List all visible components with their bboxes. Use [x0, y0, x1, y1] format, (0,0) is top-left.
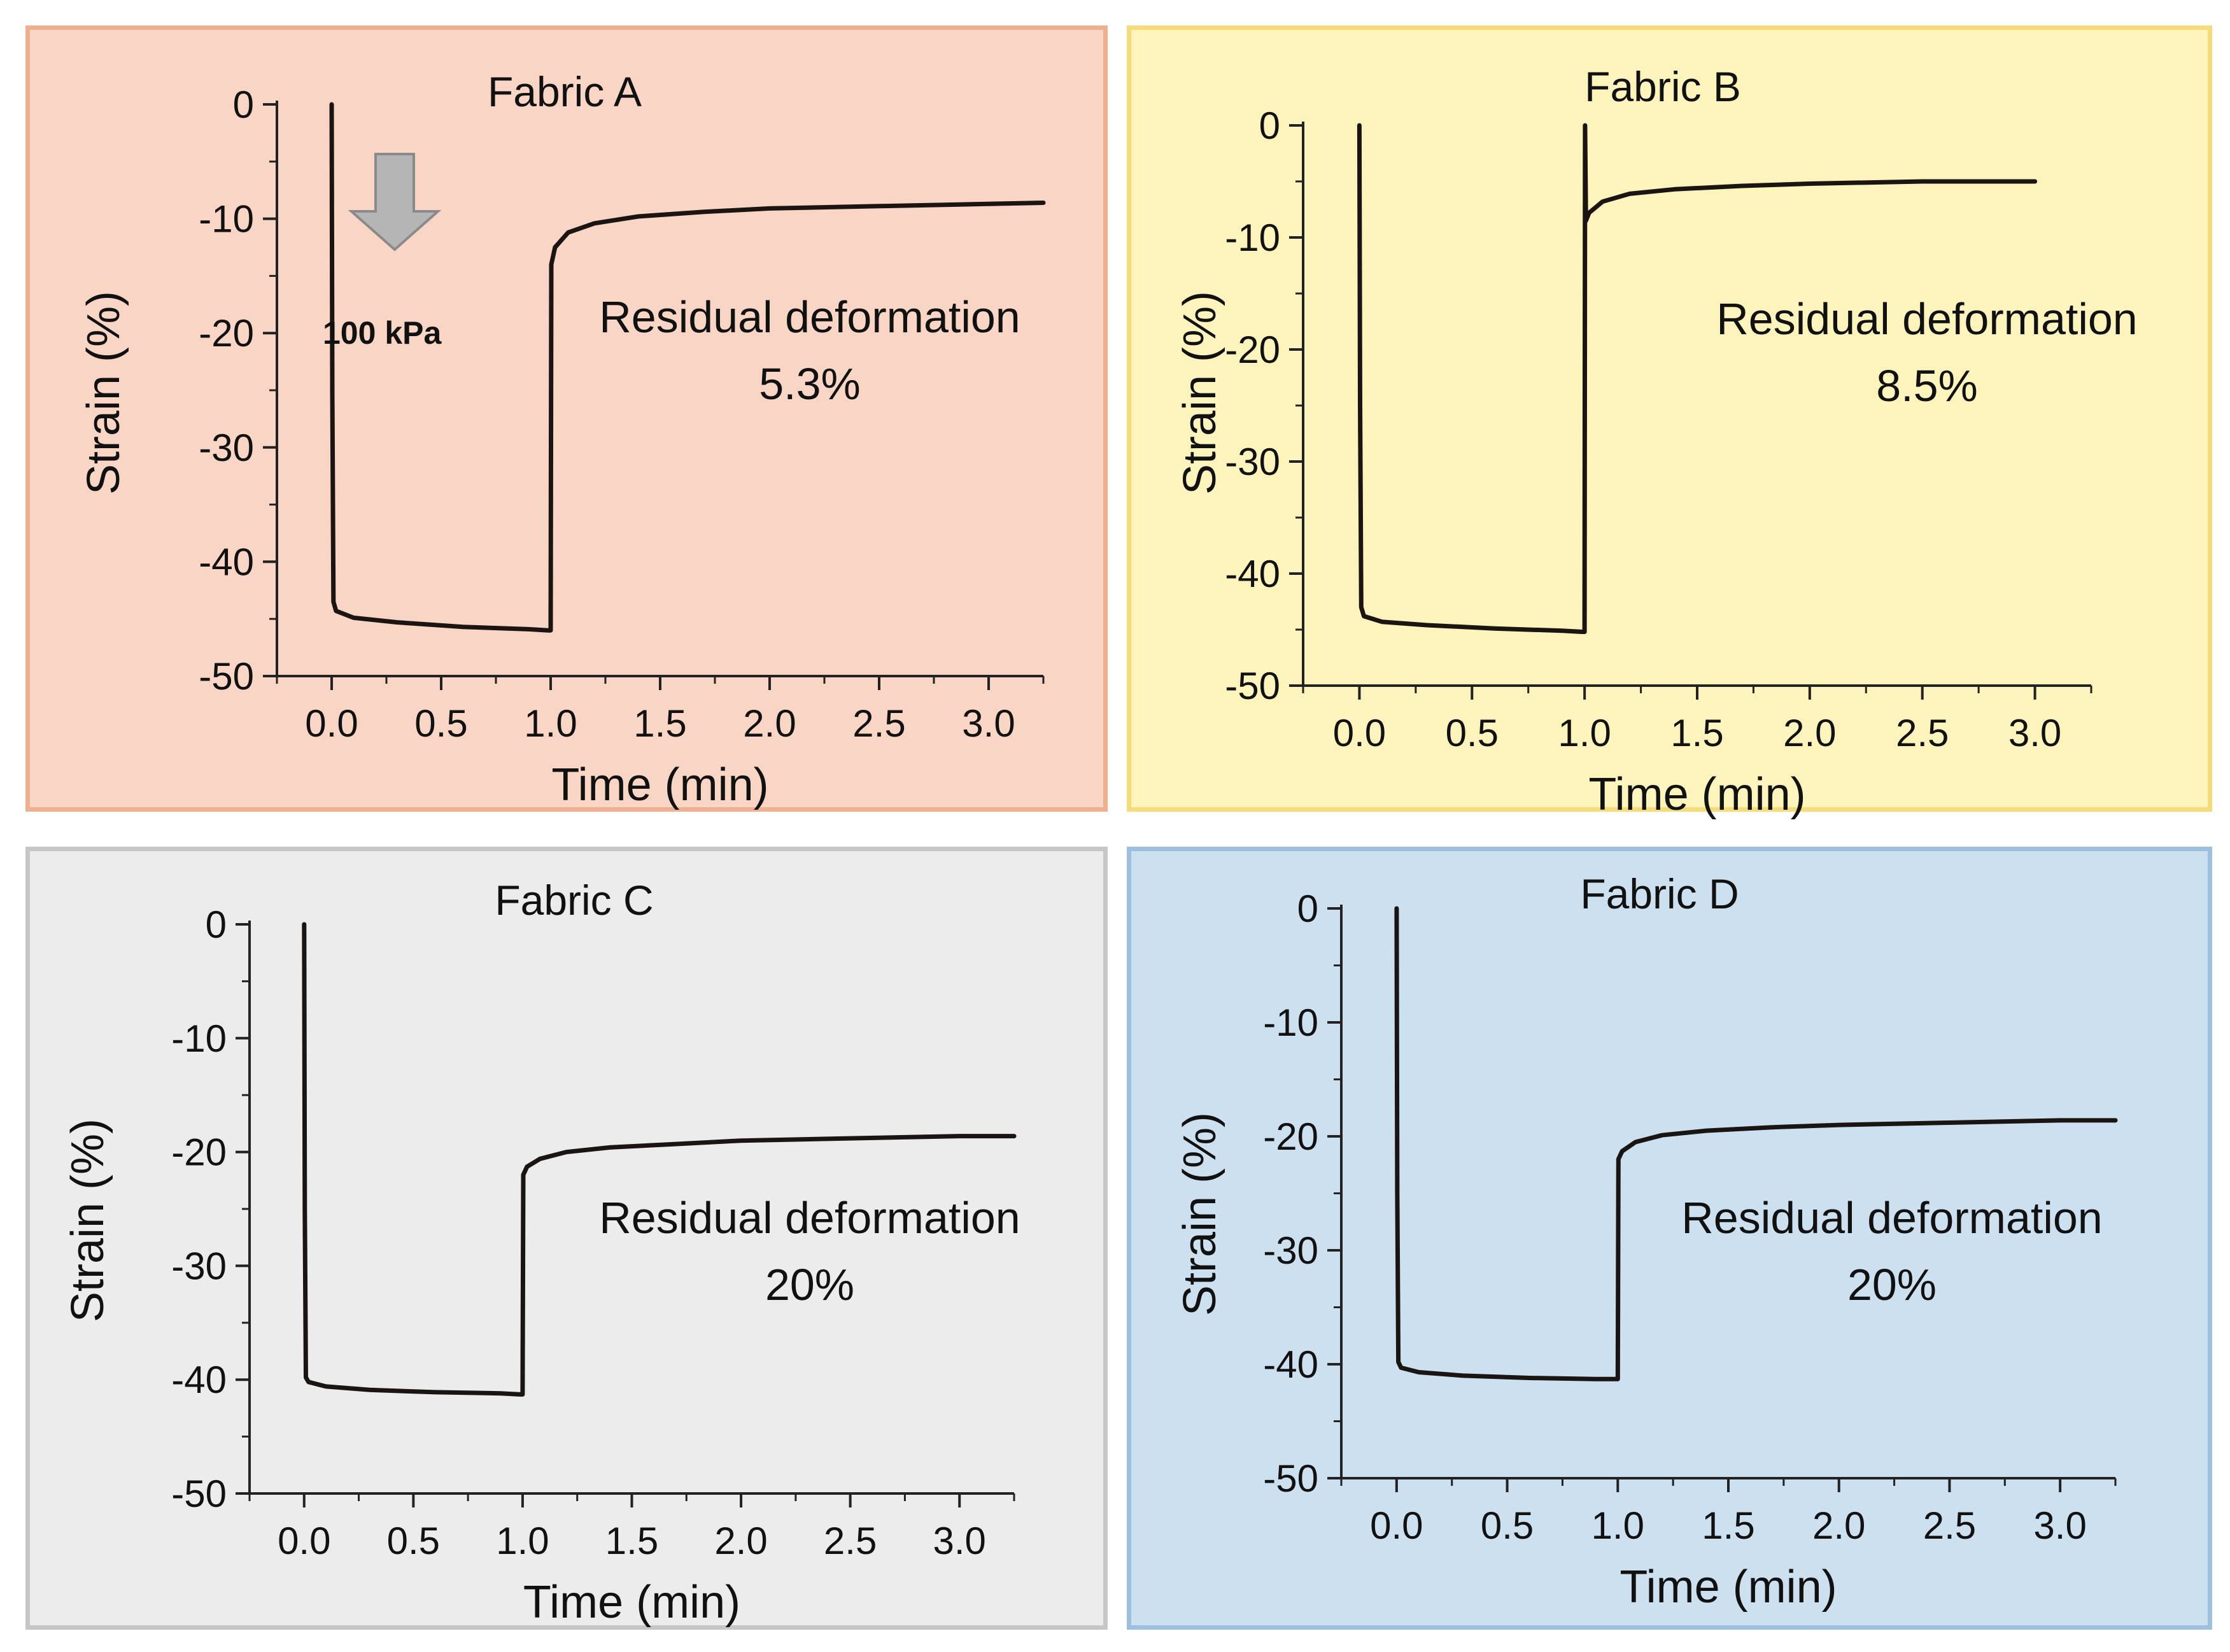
- y-tick-label: 0: [233, 83, 254, 126]
- x-tick-label: 0.5: [1446, 712, 1499, 754]
- panel-fabric-c: 0 -10 -20 -30 -40 -50 0.0 0.5 1.0 1.5 2.0 2.5 3.0 Tim…: [25, 847, 1108, 1630]
- y-tick-label: -40: [1225, 553, 1280, 595]
- chart-title: Fabric D: [1580, 870, 1739, 917]
- panel-fabric-a: 0 -10 -20 -30 -40 -50 0.0 0.5 1.0 1.5 2.0 2.5 3.0 Tim…: [25, 25, 1108, 812]
- x-tick-label: 1.5: [1670, 712, 1723, 754]
- y-tick-label: 0: [1297, 887, 1318, 930]
- y-tick-label: -30: [1263, 1229, 1318, 1272]
- y-tick-label: -20: [199, 312, 254, 355]
- chart-fabric-d: 0 -10 -20 -30 -40 -50 0.0 0.5 1.0 1.5 2.0 2.5 3.0 Tim…: [1175, 870, 2118, 1613]
- y-tick-label: -50: [1263, 1457, 1318, 1500]
- x-tick-label: 2.5: [852, 702, 905, 745]
- load-label: 100 kPa: [323, 315, 442, 351]
- x-tick-label: 0.5: [414, 702, 467, 745]
- y-tick-label: -50: [199, 655, 254, 698]
- x-tick-label: 0.0: [278, 1520, 330, 1562]
- y-tick-label: -10: [1263, 1001, 1318, 1044]
- x-axis-label: Time (min): [1620, 1562, 1837, 1613]
- x-tick-label: 3.0: [2008, 712, 2061, 754]
- y-tick-label: -30: [171, 1245, 227, 1287]
- y-tick-label: -10: [199, 198, 254, 241]
- y-tick-label: -10: [1225, 216, 1280, 259]
- residual-deformation-value: 5.3%: [759, 359, 861, 409]
- x-tick-label: 2.0: [714, 1520, 767, 1562]
- x-tick-label: 0.5: [1481, 1504, 1534, 1547]
- residual-deformation-value: 20%: [765, 1260, 854, 1310]
- down-arrow-icon: [348, 153, 442, 251]
- residual-deformation-label: Residual deformation: [1716, 294, 2137, 344]
- x-tick-label: 0.5: [387, 1520, 440, 1562]
- chart-fabric-b: 0 -10 -20 -30 -40 -50 0.0 0.5 1.0 1.5 2.0 2.5 3.0 Tim…: [1175, 63, 2138, 820]
- x-tick-label: 1.5: [633, 702, 686, 745]
- series-line-strain: [302, 922, 1017, 1397]
- residual-deformation-value: 20%: [1847, 1260, 1937, 1310]
- x-tick-label: 0.0: [1333, 712, 1386, 754]
- y-axis-label: Strain (%): [1175, 291, 1225, 495]
- chart-title: Fabric B: [1584, 63, 1741, 110]
- series-line-strain: [1394, 906, 2118, 1381]
- y-axis-label: Strain (%): [78, 291, 129, 495]
- y-tick-label: -50: [171, 1472, 227, 1515]
- y-tick-label: 0: [206, 903, 227, 946]
- x-tick-label: 2.5: [824, 1520, 877, 1562]
- y-tick-label: -10: [171, 1017, 227, 1060]
- y-tick-label: 0: [1259, 104, 1280, 147]
- x-axis-label: Time (min): [523, 1577, 740, 1628]
- x-tick-label: 2.5: [1896, 712, 1949, 754]
- x-tick-label: 2.0: [743, 702, 796, 745]
- y-tick-label: -50: [1225, 665, 1280, 707]
- residual-deformation-label: Residual deformation: [599, 1193, 1020, 1243]
- x-axis-label: Time (min): [551, 759, 768, 810]
- x-axis-label: Time (min): [1588, 769, 1805, 820]
- panel-fabric-b: 0 -10 -20 -30 -40 -50 0.0 0.5 1.0 1.5 2.0 2.5 3.0 Tim…: [1127, 25, 2212, 820]
- x-tick-label: 1.0: [1591, 1504, 1644, 1547]
- y-tick-label: -30: [1225, 441, 1280, 483]
- residual-deformation-label: Residual deformation: [1681, 1193, 2102, 1243]
- x-tick-label: 1.0: [1558, 712, 1611, 754]
- y-tick-label: -40: [1263, 1343, 1318, 1386]
- x-tick-label: 3.0: [2033, 1504, 2086, 1547]
- x-tick-label: 2.0: [1812, 1504, 1865, 1547]
- x-tick-label: 0.0: [1370, 1504, 1423, 1547]
- y-axis-label: Strain (%): [1175, 1112, 1225, 1316]
- x-tick-label: 3.0: [962, 702, 1015, 745]
- y-tick-label: -20: [1225, 328, 1280, 371]
- x-tick-label: 3.0: [933, 1520, 986, 1562]
- residual-deformation-value: 8.5%: [1876, 361, 1978, 411]
- chart-fabric-a: 0 -10 -20 -30 -40 -50 0.0 0.5 1.0 1.5 2.0 2.5 3.0 Tim…: [78, 68, 1046, 810]
- chart-fabric-c: 0 -10 -20 -30 -40 -50 0.0 0.5 1.0 1.5 2.0 2.5 3.0 Tim…: [62, 877, 1020, 1628]
- series-line-strain: [329, 102, 1046, 633]
- residual-deformation-label: Residual deformation: [599, 292, 1020, 342]
- chart-title: Fabric A: [488, 68, 642, 115]
- series-line-strain: [1357, 123, 2038, 634]
- chart-title: Fabric C: [495, 877, 653, 924]
- y-axis-label: Strain (%): [62, 1119, 113, 1322]
- x-tick-label: 1.5: [605, 1520, 658, 1562]
- y-tick-label: -30: [199, 427, 254, 469]
- x-tick-label: 0.0: [305, 702, 358, 745]
- x-tick-label: 2.0: [1783, 712, 1836, 754]
- y-tick-label: -40: [199, 540, 254, 583]
- y-tick-label: -20: [1263, 1115, 1318, 1158]
- panel-fabric-d: 0 -10 -20 -30 -40 -50 0.0 0.5 1.0 1.5 2.0 2.5 3.0 Tim…: [1127, 847, 2212, 1630]
- x-tick-label: 1.0: [524, 702, 577, 745]
- y-tick-label: -40: [171, 1359, 227, 1401]
- x-tick-label: 1.5: [1702, 1504, 1754, 1547]
- x-tick-label: 2.5: [1923, 1504, 1976, 1547]
- x-tick-label: 1.0: [496, 1520, 549, 1562]
- y-tick-label: -20: [171, 1131, 227, 1174]
